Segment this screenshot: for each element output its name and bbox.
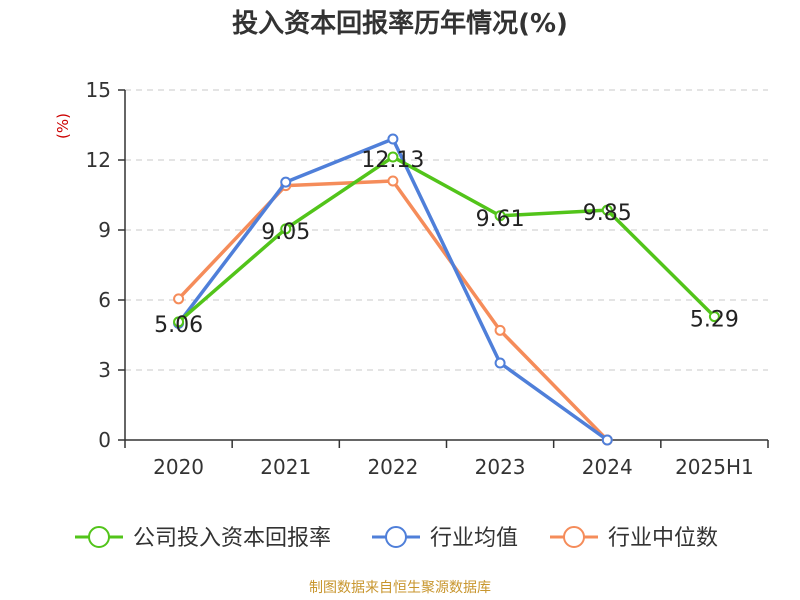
series-point [601, 434, 613, 446]
x-tick-label: 2025H1 [675, 455, 754, 479]
grid-lines [125, 89, 768, 371]
legend-item: 行业均值 [372, 526, 518, 551]
x-tick-label: 2021 [260, 455, 311, 479]
series-point [173, 316, 185, 328]
series-point [173, 293, 185, 305]
series-lines [173, 133, 720, 446]
x-tick-label: 2022 [367, 455, 418, 479]
y-tick-label: 3 [98, 358, 111, 382]
legend-label: 公司投入资本回报率 [133, 526, 331, 551]
data-labels: 5.06 9.05 12.13 9.61 9.85 5.29 [154, 148, 739, 338]
series-point [708, 311, 720, 323]
series-point [387, 151, 399, 163]
legend-label: 行业中位数 [608, 526, 718, 551]
legend-item: 行业中位数 [550, 526, 718, 551]
series-point [494, 324, 506, 336]
series-point [280, 176, 292, 188]
chart-title: 投入资本回报率历年情况(%) [232, 8, 568, 39]
y-axis-label: (%) [54, 113, 72, 139]
series-point [601, 204, 613, 216]
series-point [387, 133, 399, 145]
data-label: 12.13 [361, 148, 424, 173]
x-tick-label: 2024 [582, 455, 633, 479]
y-tick-label: 12 [86, 148, 111, 172]
series-point [280, 223, 292, 235]
y-tick-label: 0 [98, 428, 111, 452]
legend-label: 行业均值 [430, 526, 518, 551]
data-label: 9.61 [476, 207, 525, 232]
data-label: 5.06 [154, 313, 203, 338]
data-label: 5.29 [690, 308, 739, 333]
source-footer: 制图数据来自恒生聚源数据库 [309, 580, 491, 596]
data-label: 9.05 [261, 220, 310, 245]
legend-item: 公司投入资本回报率 [75, 526, 331, 551]
series-line [176, 155, 717, 324]
legend-marker [88, 526, 110, 548]
axes: 0 3 6 9 12 15 2020 2021 2022 2023 2024 2025H1 [86, 78, 769, 479]
y-tick-label: 15 [86, 78, 111, 102]
data-label: 9.85 [583, 201, 632, 226]
x-tick-label: 2023 [475, 455, 526, 479]
legend-marker [563, 526, 585, 548]
legend-marker [385, 526, 407, 548]
y-tick-label: 9 [98, 218, 111, 242]
legend: 公司投入资本回报率 行业均值 行业中位数 [75, 526, 718, 551]
x-tick-label: 2020 [153, 455, 204, 479]
series-point [387, 175, 399, 187]
series-line [176, 179, 609, 442]
y-tick-label: 6 [98, 288, 111, 312]
series-point [494, 357, 506, 369]
series-point [494, 210, 506, 222]
